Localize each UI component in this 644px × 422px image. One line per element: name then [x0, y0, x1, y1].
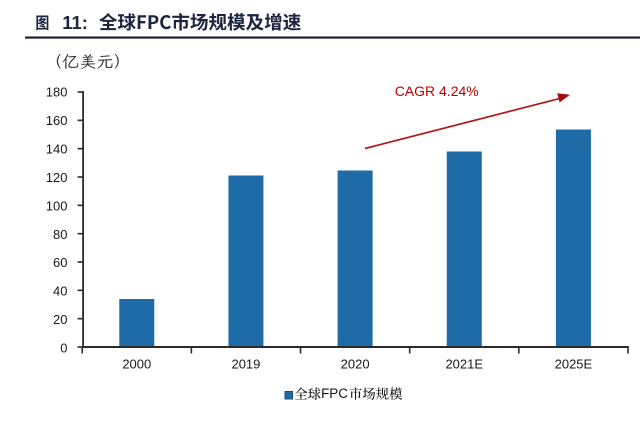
- svg-text:2025E: 2025E: [555, 356, 593, 371]
- svg-text:2000: 2000: [122, 356, 151, 371]
- svg-text:120: 120: [46, 170, 68, 185]
- svg-text:40: 40: [53, 284, 67, 299]
- svg-text:2019: 2019: [231, 356, 260, 371]
- svg-text:100: 100: [46, 198, 68, 213]
- svg-text:FPC: FPC: [321, 386, 348, 401]
- svg-text:140: 140: [46, 141, 68, 156]
- svg-text:160: 160: [46, 113, 68, 128]
- svg-text:11:: 11:: [62, 12, 88, 33]
- svg-text:80: 80: [53, 227, 67, 242]
- svg-text:20: 20: [53, 312, 67, 327]
- svg-text:180: 180: [46, 85, 68, 100]
- svg-text:0: 0: [60, 341, 67, 356]
- svg-text:2020: 2020: [341, 356, 370, 371]
- svg-text:2021E: 2021E: [445, 356, 483, 371]
- svg-text:60: 60: [53, 255, 67, 270]
- svg-text:CAGR 4.24%: CAGR 4.24%: [395, 83, 479, 99]
